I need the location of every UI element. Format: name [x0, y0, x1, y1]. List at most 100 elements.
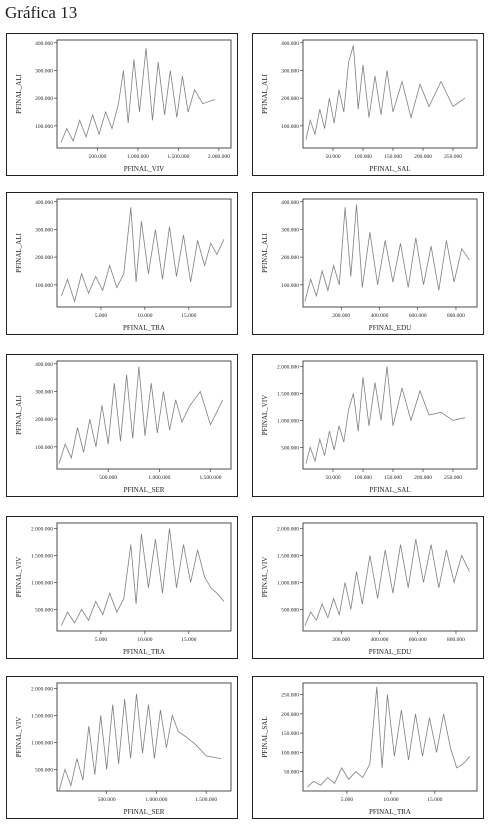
y-tick-label: 2.000.000 [31, 526, 53, 532]
y-tick-label: 200.000 [281, 712, 299, 718]
x-tick-label: 2.000.000 [208, 154, 230, 160]
x-axis-label: PFINAL_SAL [369, 486, 410, 494]
x-tick-label: 1.500.000 [167, 154, 189, 160]
data-line [61, 207, 225, 303]
y-axis-label: PFINAL_ALI [15, 233, 23, 273]
x-tick-label: 500.000 [99, 475, 117, 481]
data-line [304, 539, 470, 626]
x-tick-label: 200.000 [414, 475, 432, 481]
y-axis-label: PFINAL_ALI [15, 74, 23, 114]
chart: 100.000 200.000 300.000 400.000 500.000 1.000… [15, 39, 232, 173]
y-tick-label: 300.000 [35, 389, 53, 395]
x-tick-label: 1.000.000 [145, 797, 167, 803]
x-tick-label: 100.000 [354, 154, 372, 160]
y-tick-label: 400.000 [281, 200, 299, 206]
x-tick-label: 15.000 [181, 313, 196, 319]
x-tick-label: 800.000 [447, 637, 465, 643]
x-tick-label: 50.000 [325, 154, 340, 160]
plot-frame [56, 522, 232, 632]
plot-frame [56, 360, 232, 470]
x-axis-label: PFINAL_TRA [123, 324, 165, 332]
y-axis-label: PFINAL_VIV [15, 557, 23, 597]
chart: 500.000 1.000.000 1.500.000 2.000.000 5.000 1… [15, 522, 232, 656]
chart-panel: 500.000 1.000.000 1.500.000 2.000.000 200.00… [252, 516, 484, 659]
y-tick-label: 300.000 [35, 68, 53, 74]
data-line [307, 686, 471, 788]
chart-panel: 500.000 1.000.000 1.500.000 2.000.000 50.000… [252, 354, 484, 497]
x-tick-label: 15.000 [427, 797, 442, 803]
y-tick-label: 200.000 [35, 96, 53, 102]
x-tick-label: 5.000 [95, 313, 108, 319]
x-axis-label: PFINAL_SAL [369, 165, 410, 173]
y-axis-label: PFINAL_ALI [261, 233, 269, 273]
chart: 500.000 1.000.000 1.500.000 2.000.000 50.000… [261, 360, 478, 494]
x-tick-label: 1.500.000 [200, 475, 222, 481]
x-tick-label: 800.000 [447, 313, 465, 319]
data-line [305, 45, 466, 140]
x-axis-label: PFINAL_TRA [369, 808, 411, 816]
chart-panel: 500.000 1.000.000 1.500.000 2.000.000 500.00… [6, 676, 238, 819]
y-tick-label: 500.000 [35, 767, 53, 773]
x-tick-label: 1.000.000 [127, 154, 149, 160]
data-line [305, 366, 466, 464]
x-tick-label: 15.000 [181, 637, 196, 643]
plot-frame [302, 360, 478, 470]
data-line [60, 48, 215, 143]
x-tick-label: 500.000 [98, 797, 116, 803]
y-tick-label: 400.000 [35, 41, 53, 47]
y-tick-label: 100.000 [35, 445, 53, 451]
x-tick-label: 200.000 [332, 313, 350, 319]
y-tick-label: 500.000 [35, 607, 53, 613]
x-tick-label: 600.000 [409, 313, 427, 319]
chart-panel: 100.000 200.000 300.000 400.000 500.000 1.000… [6, 33, 238, 176]
data-line [58, 693, 222, 792]
y-tick-label: 200.000 [281, 96, 299, 102]
y-tick-label: 200.000 [35, 417, 53, 423]
y-tick-label: 300.000 [281, 68, 299, 74]
plot-frame [302, 682, 478, 792]
y-axis-label: PFINAL_ALI [15, 395, 23, 435]
y-tick-label: 100.000 [35, 283, 53, 289]
x-tick-label: 200.000 [414, 154, 432, 160]
figure-title: Gráfica 13 [5, 3, 78, 22]
chart-panel: 100.000 200.000 300.000 400.000 50.000 100.00… [252, 33, 484, 176]
y-tick-label: 1.500.000 [277, 553, 299, 559]
x-tick-label: 500.000 [89, 154, 107, 160]
y-tick-label: 400.000 [281, 41, 299, 47]
x-axis-label: PFINAL_TRA [123, 648, 165, 656]
x-tick-label: 5.000 [95, 637, 108, 643]
y-tick-label: 1.000.000 [277, 418, 299, 424]
plot-frame [56, 198, 232, 308]
chart-panel: 100.000 200.000 300.000 400.000 500.000 1.000… [6, 354, 238, 497]
x-tick-label: 10.000 [137, 313, 152, 319]
chart: 100.000 200.000 300.000 400.000 500.000 1.000… [15, 360, 232, 494]
y-tick-label: 2.000.000 [277, 364, 299, 370]
y-axis-label: PFINAL_VIV [261, 557, 269, 597]
y-tick-label: 200.000 [35, 255, 53, 261]
plot-frame [302, 522, 478, 632]
plot-frame [56, 39, 232, 149]
y-tick-label: 300.000 [35, 227, 53, 233]
chart: 500.000 1.000.000 1.500.000 2.000.000 500.00… [15, 682, 232, 816]
x-tick-label: 150.000 [384, 475, 402, 481]
x-tick-label: 200.000 [332, 637, 350, 643]
y-tick-label: 2.000.000 [31, 686, 53, 692]
x-tick-label: 100.000 [354, 475, 372, 481]
y-tick-label: 1.000.000 [277, 580, 299, 586]
y-tick-label: 400.000 [35, 362, 53, 368]
x-axis-label: PFINAL_VIV [124, 165, 164, 173]
x-tick-label: 400.000 [371, 313, 389, 319]
plot-frame [56, 682, 232, 792]
y-axis-label: PFINAL_ALI [261, 74, 269, 114]
data-line [61, 528, 225, 626]
data-line [58, 366, 224, 464]
plot-frame [302, 198, 478, 308]
x-tick-label: 5.000 [341, 797, 354, 803]
y-axis-label: PFINAL_SAL [261, 716, 269, 757]
data-line [304, 204, 470, 302]
y-tick-label: 400.000 [35, 200, 53, 206]
x-tick-label: 250.000 [444, 154, 462, 160]
y-tick-label: 150.000 [281, 731, 299, 737]
chart-panel: 100.000 200.000 300.000 400.000 5.000 10.000 1… [6, 192, 238, 335]
